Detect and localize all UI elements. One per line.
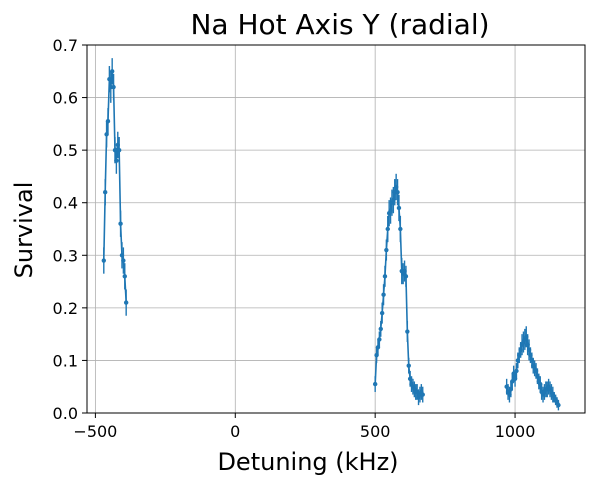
data-point (379, 310, 385, 316)
y-tick-label: 0.1 (53, 351, 78, 370)
y-axis: 0.0 0.1 0.2 0.3 0.4 0.5 0.6 0.7 (53, 36, 87, 423)
data-point (556, 402, 561, 408)
data-point (377, 337, 382, 342)
x-tick-label: −500 (73, 422, 117, 441)
data-point (123, 300, 129, 305)
data-point (381, 292, 386, 297)
y-tick-label: 0.4 (53, 194, 78, 213)
data-point (116, 147, 122, 153)
data-point (395, 190, 400, 195)
data-point (111, 84, 116, 90)
data-point (101, 258, 106, 263)
data-point (403, 274, 409, 279)
data-point (378, 326, 383, 332)
data-point (398, 226, 403, 232)
data-point (384, 247, 389, 253)
data-point (514, 368, 519, 374)
data-point (109, 69, 115, 74)
y-tick-label: 0.5 (53, 141, 78, 160)
y-tick-label: 0.0 (53, 404, 78, 423)
plot-frame (86, 44, 586, 414)
y-tick-label: 0.2 (53, 299, 78, 318)
data-point (372, 381, 378, 387)
data-point (122, 274, 127, 279)
data-series (101, 58, 561, 411)
data-point (121, 258, 126, 263)
data-point (405, 329, 410, 334)
data-point (382, 274, 388, 279)
data-point (105, 119, 111, 124)
data-point (102, 190, 108, 195)
y-tick-label: 0.6 (53, 89, 78, 108)
data-point (396, 205, 402, 211)
x-axis-label: Detuning (kHz) (217, 448, 398, 476)
data-point (420, 392, 425, 397)
data-point (385, 226, 390, 232)
y-axis-label: Survival (10, 182, 38, 279)
y-tick-label: 0.3 (53, 246, 78, 265)
x-tick-label: 0 (230, 422, 240, 441)
data-point (114, 158, 119, 163)
x-tick-label: 500 (360, 422, 391, 441)
x-tick-label: 1000 (495, 422, 536, 441)
data-point (406, 363, 411, 368)
chart-title: Na Hot Axis Y (radial) (190, 8, 489, 41)
x-axis: −500 0 500 1000 (73, 413, 535, 441)
data-point (118, 221, 123, 226)
y-tick-label: 0.7 (53, 36, 78, 55)
